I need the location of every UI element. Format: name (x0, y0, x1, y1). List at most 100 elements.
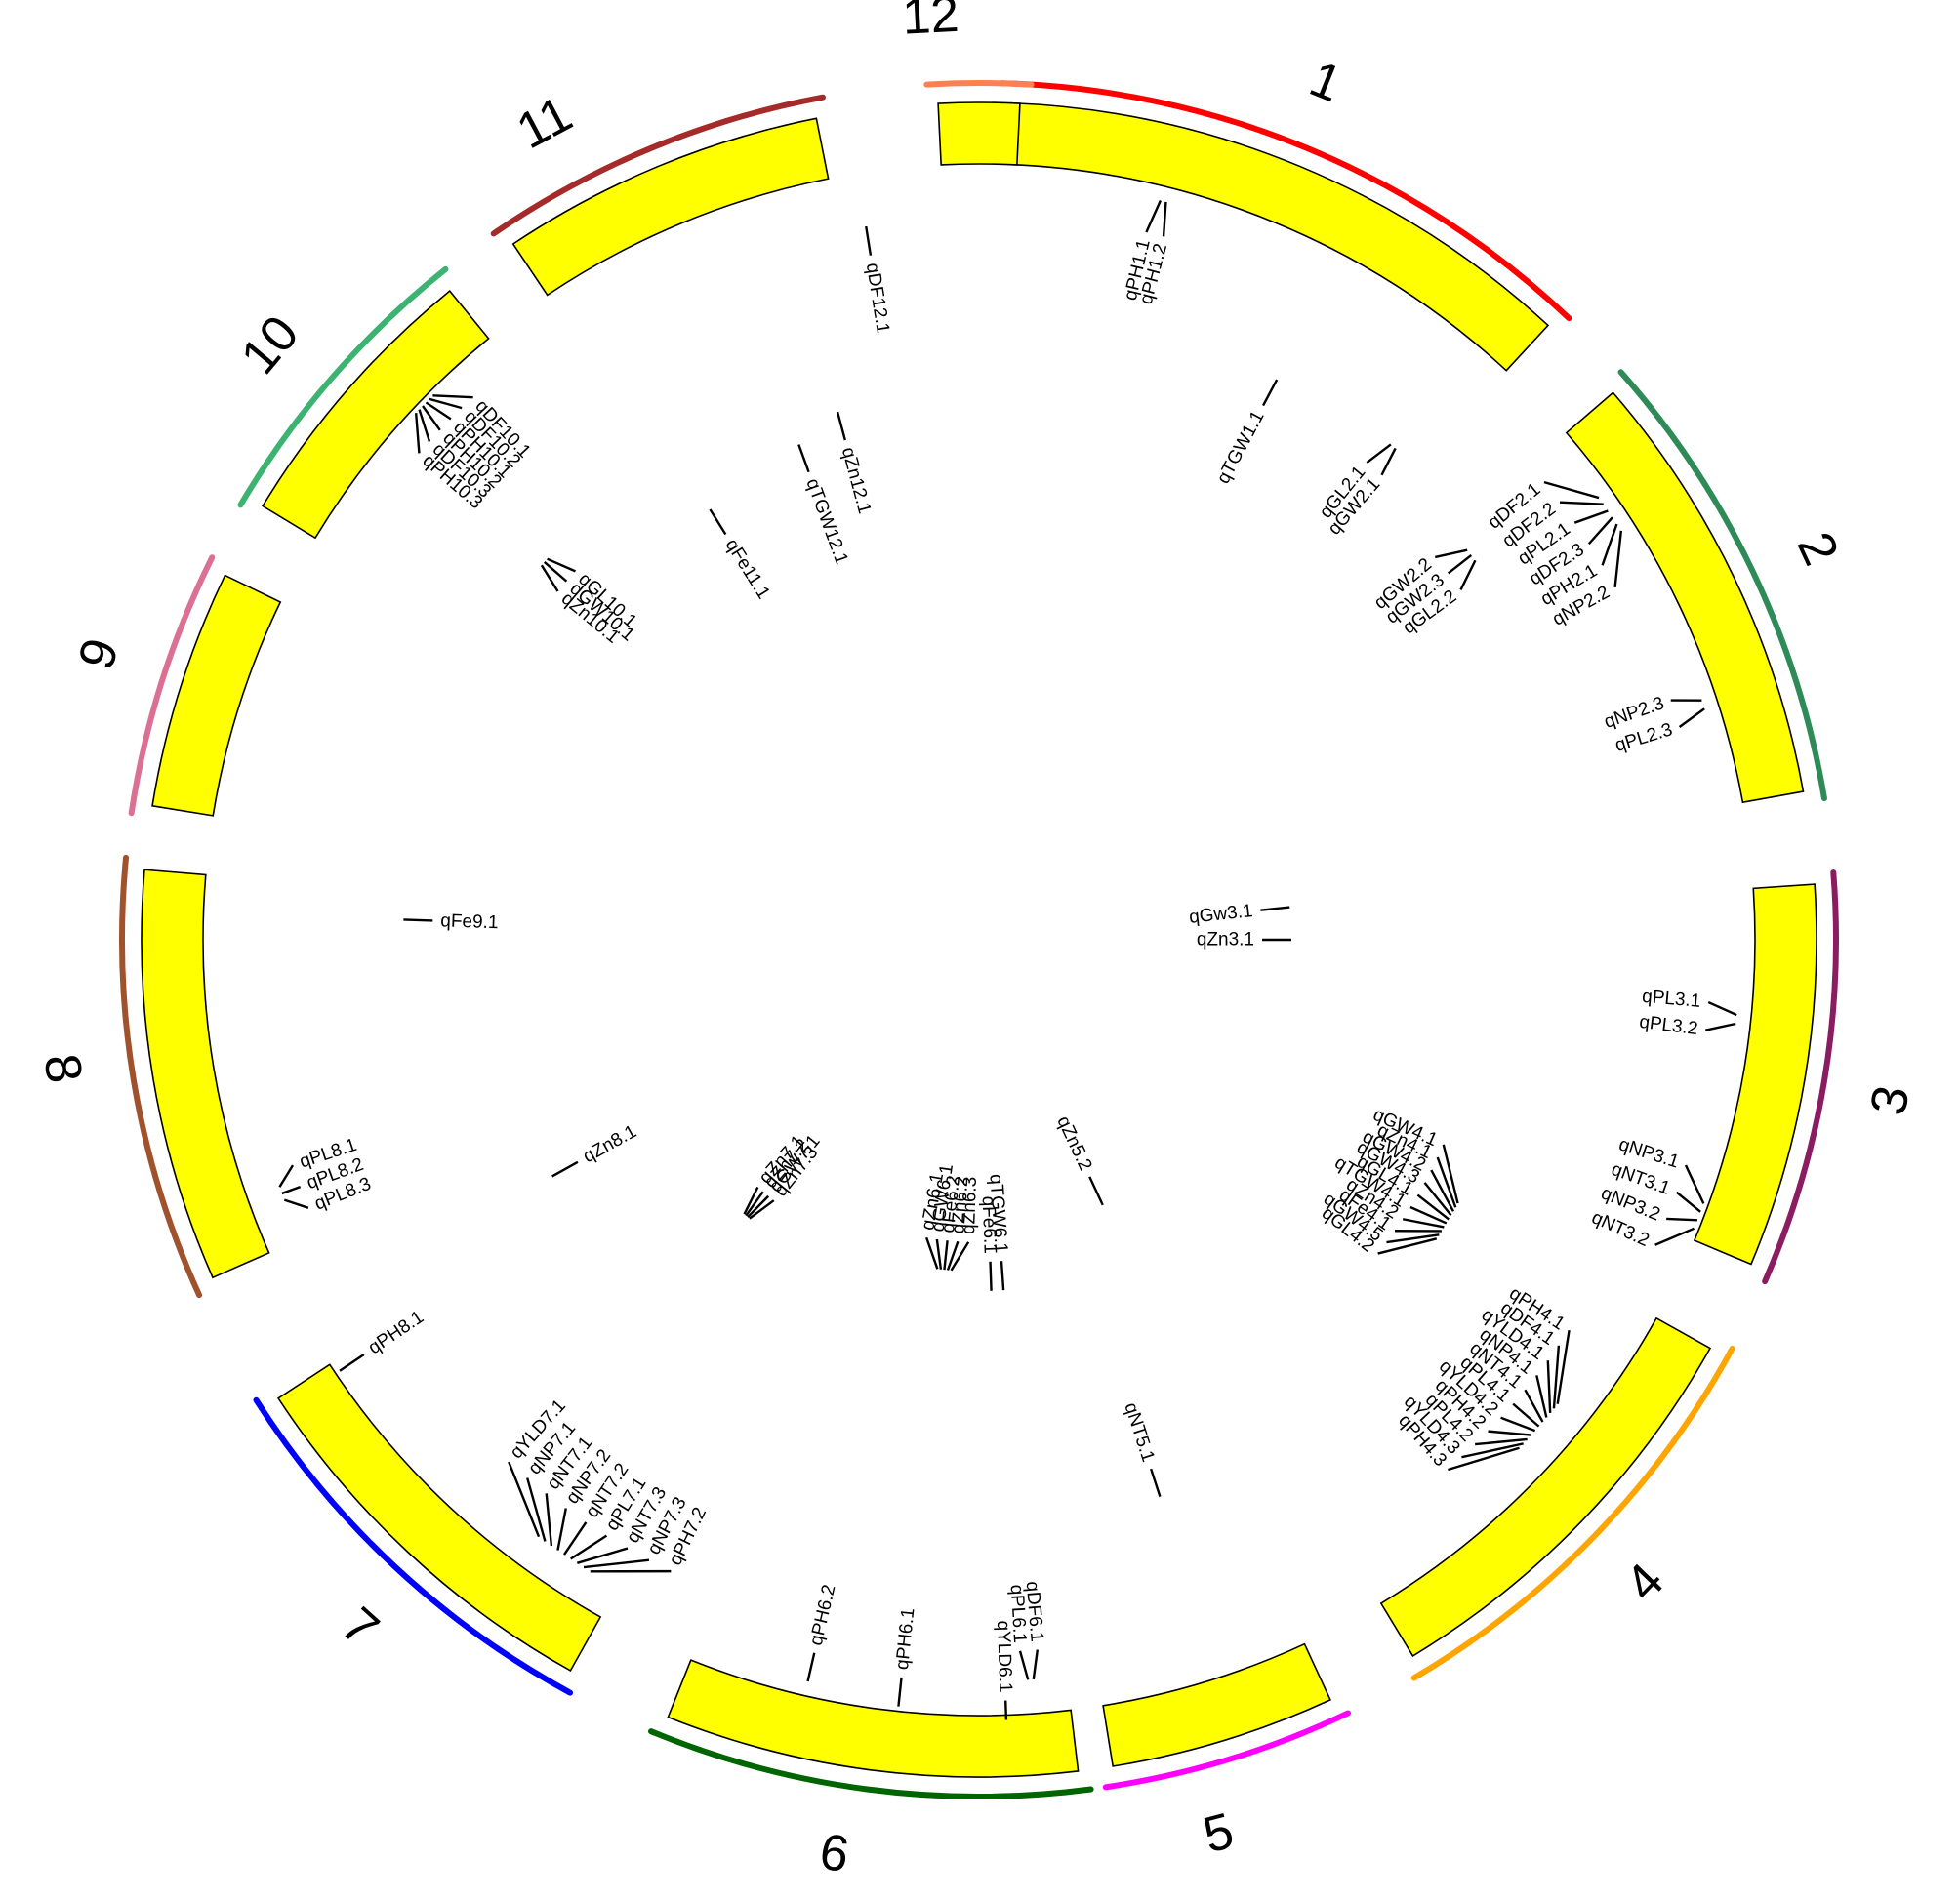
qtl-tick (1004, 1700, 1008, 1720)
qtl-tick (1461, 1442, 1524, 1459)
qtl-tick (526, 1477, 547, 1542)
qtl-tick (806, 1652, 816, 1682)
chr10-arc (237, 265, 449, 508)
chr6-arc (648, 1728, 1094, 1799)
chr2-label: 2 (1786, 524, 1850, 574)
qtl-tick (1380, 447, 1397, 476)
qtl-label: qYLD6.1 (993, 1620, 1016, 1693)
qtl-label: qPL3.1 (1641, 987, 1701, 1012)
qtl-tick (1613, 530, 1623, 587)
qtl-tick (1000, 1261, 1005, 1291)
qtl-tick (925, 1236, 939, 1270)
qtl-tick (1377, 1237, 1438, 1255)
qtl-tick (576, 1547, 629, 1564)
qtl-tick (1459, 559, 1477, 590)
qtl-tick (1018, 1650, 1030, 1680)
qtl-tick (1430, 1169, 1455, 1212)
qtl-label: qFe6.1 (978, 1195, 1000, 1254)
qtl-tick (989, 1261, 993, 1291)
chr8-segment (141, 869, 270, 1279)
qtl-tick (1587, 516, 1613, 546)
qtl-label: qTGW12.1 (801, 476, 851, 568)
qtl-tick (1260, 906, 1290, 911)
qtl-tick (1488, 1430, 1531, 1436)
qtl-tick (865, 225, 873, 256)
qtl-tick (749, 1199, 775, 1220)
chr7-arc (253, 1396, 574, 1696)
chr8-arc (119, 854, 203, 1299)
qtl-tick (583, 1558, 650, 1569)
qtl-tick (1416, 1193, 1450, 1221)
qtl-tick (422, 405, 441, 431)
qtl-tick (897, 1677, 903, 1707)
chr5-arc (1102, 1710, 1351, 1791)
qtl-label: qGw3.1 (1188, 901, 1253, 928)
qtl-label: qFe9.1 (440, 910, 499, 933)
chr10-label: 10 (230, 305, 310, 385)
qtl-tick (1678, 707, 1705, 728)
qtl-tick (556, 1508, 567, 1551)
qtl-label: qFe11.1 (721, 536, 774, 603)
qtl-label: qPL6.1 (1006, 1584, 1030, 1643)
chr6-label: 6 (816, 1823, 853, 1883)
qtl-tick (1601, 523, 1618, 566)
qtl-tick (425, 401, 452, 421)
qtl-tick (1556, 1329, 1571, 1404)
chr11-arc (490, 94, 826, 237)
qtl-label: qZn5.2 (1052, 1113, 1095, 1174)
qtl-tick (278, 1164, 295, 1188)
qtl-tick (1448, 1446, 1520, 1472)
qtl-label: qNT5.1 (1120, 1400, 1158, 1465)
qtl-tick (283, 1198, 309, 1209)
qtl-tick (1675, 1191, 1701, 1213)
qtl-tick (1145, 199, 1163, 233)
qtl-markers: qPH1.1qPH1.2qTGW1.1qDF2.1qDF2.2qPL2.1qDF… (278, 199, 1737, 1720)
qtl-tick (1032, 1649, 1040, 1680)
chr5-segment (1102, 1642, 1331, 1767)
chr9-segment (151, 574, 282, 817)
qtl-tick (1262, 379, 1279, 407)
qtl-label: qZn3.1 (1197, 930, 1254, 950)
qtl-tick (1573, 509, 1609, 524)
chr3-label: 3 (1860, 1081, 1921, 1119)
chr2-arc (1617, 369, 1827, 802)
qtl-tick (1409, 1205, 1448, 1225)
qtl-tick (563, 1521, 588, 1556)
qtl-label: qPL3.2 (1638, 1012, 1698, 1039)
qtl-tick (1366, 443, 1392, 465)
qtl-tick (551, 1160, 579, 1178)
qtl-tick (1666, 1217, 1697, 1222)
chr3-arc (1762, 869, 1839, 1285)
chr9-label: 9 (67, 631, 130, 675)
chr7-label: 7 (331, 1597, 389, 1657)
qtl-label: qZn8.1 (580, 1121, 640, 1167)
qtl-tick (543, 561, 568, 583)
qtl-tick (281, 1185, 302, 1195)
chr1-label: 1 (1302, 51, 1350, 114)
chr6-segment (667, 1659, 1080, 1778)
qtl-tick (1546, 1360, 1552, 1414)
qtl-tick (1559, 501, 1604, 505)
qtl-tick (540, 564, 559, 592)
qtl-tick (1435, 548, 1468, 559)
qtl-tick (797, 444, 810, 473)
qtl-label: qTGW1.1 (1213, 408, 1269, 488)
qtl-label: qPH6.2 (806, 1583, 840, 1647)
chr11-segment (511, 117, 830, 297)
qtl-tick (709, 508, 727, 536)
qtl-tick (1535, 1375, 1548, 1418)
qtl-tick (403, 918, 433, 922)
qtl-label: qDF6.1 (1022, 1581, 1047, 1643)
qtl-tick (1707, 1000, 1737, 1017)
qtl-label: qPH8.1 (365, 1307, 428, 1358)
qtl-tick (1524, 1389, 1544, 1423)
qtl-tick (547, 557, 576, 573)
qtl-tick (432, 394, 473, 399)
chr7-segment (276, 1363, 602, 1673)
qtl-tick (429, 397, 463, 410)
chr10-segment (261, 289, 490, 540)
qtl-tick (745, 1191, 764, 1217)
qtl-tick (1512, 1402, 1540, 1428)
